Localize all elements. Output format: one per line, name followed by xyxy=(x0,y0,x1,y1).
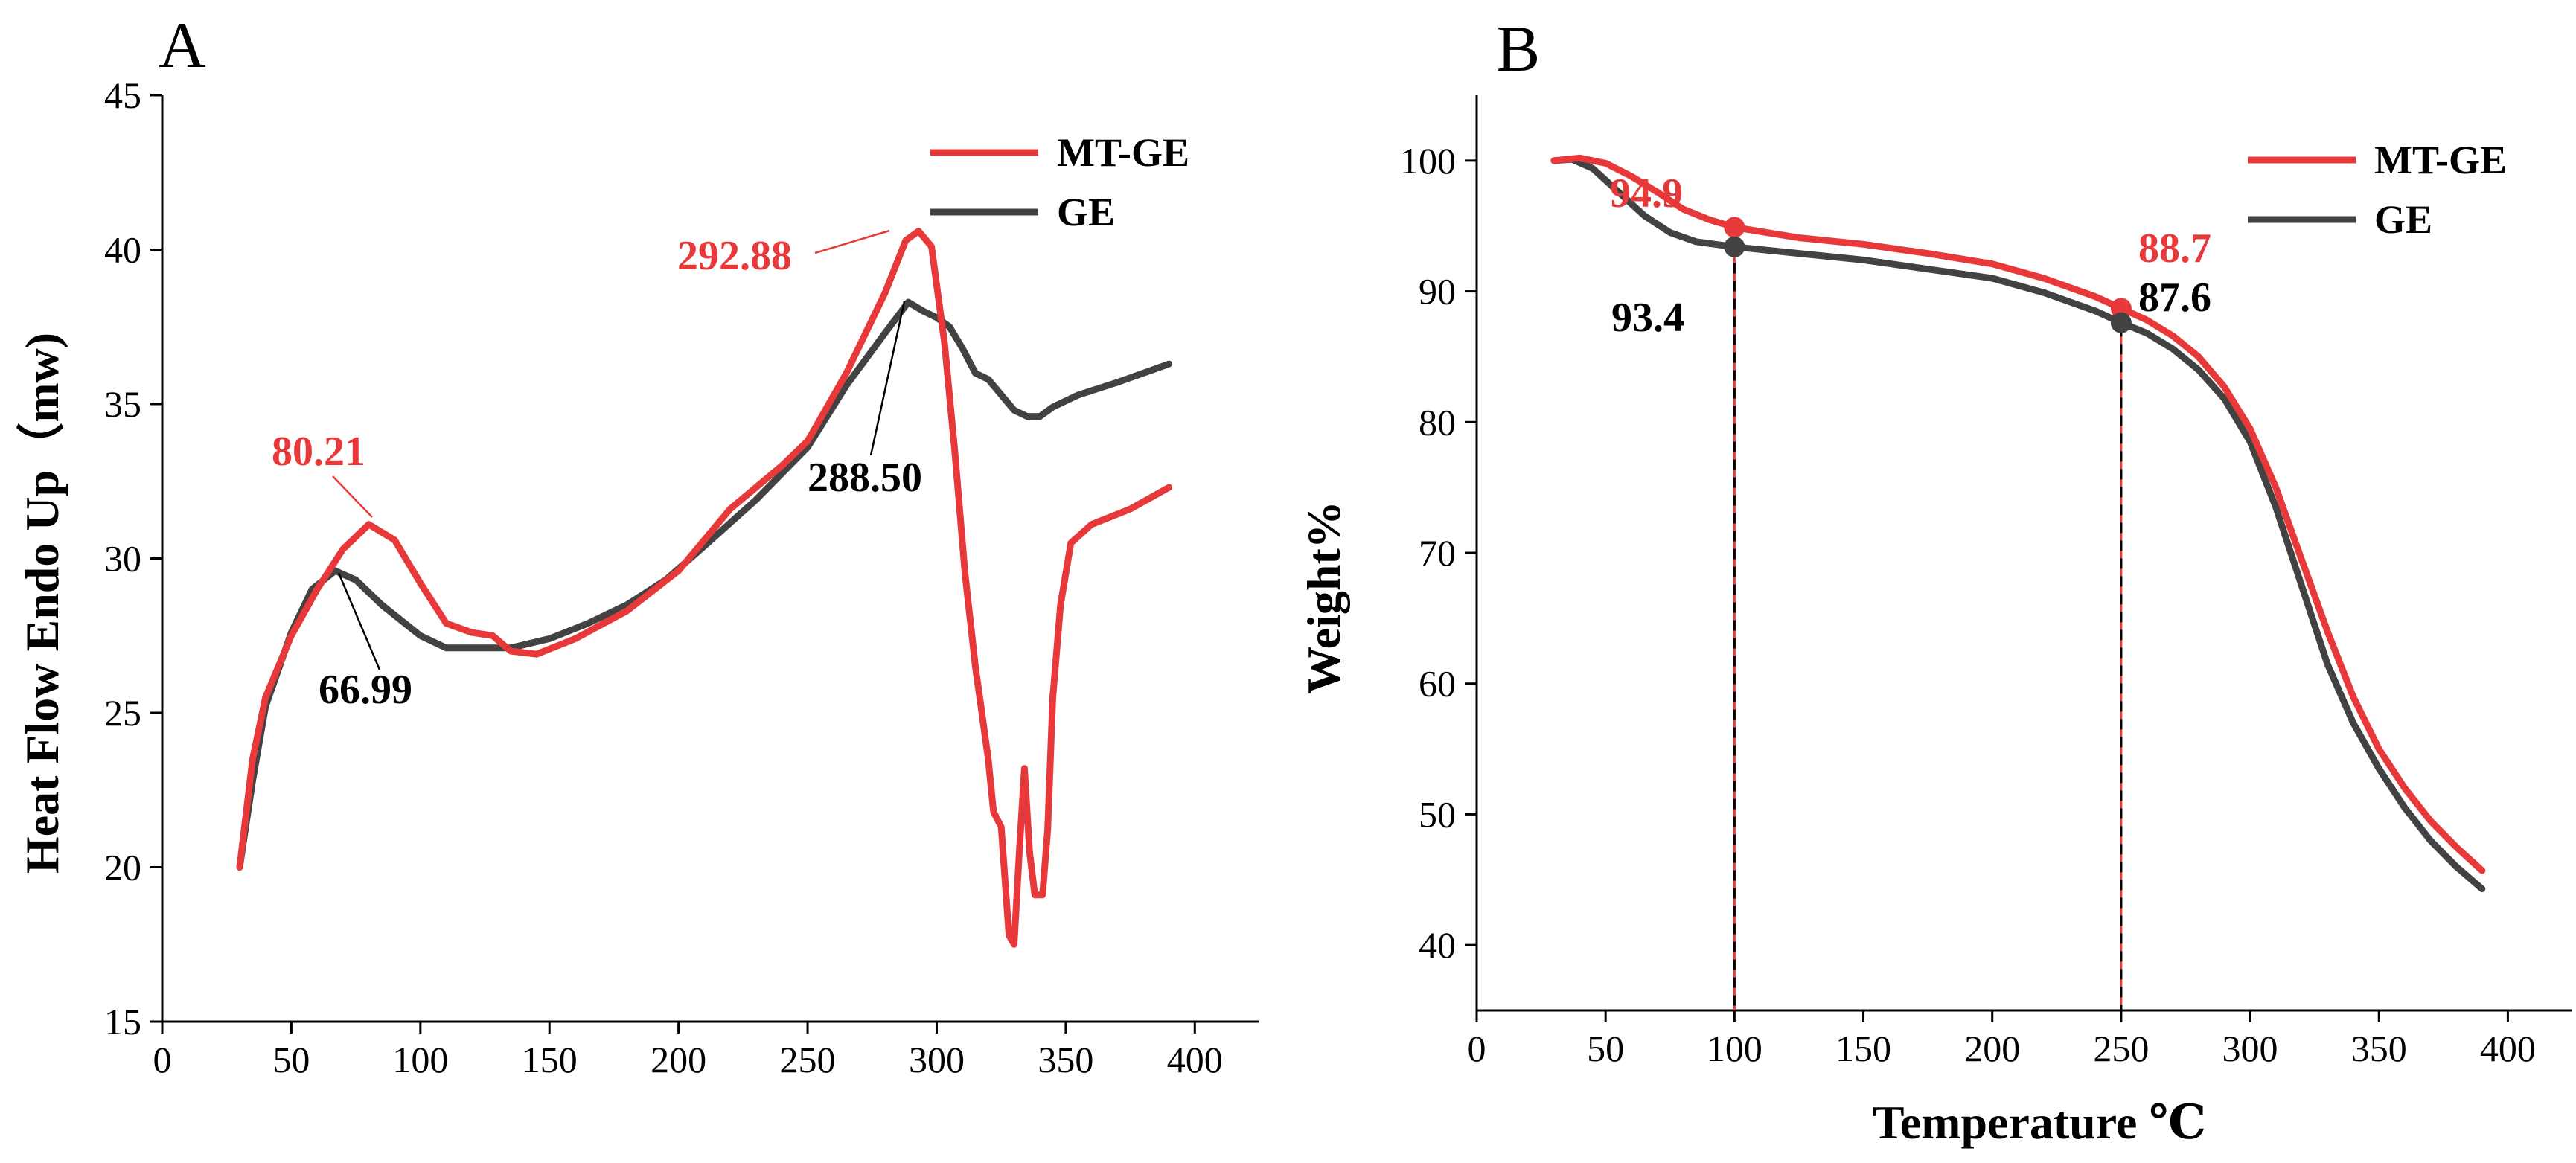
x-tick-label: 200 xyxy=(1964,1028,2020,1069)
x-tick-label: 200 xyxy=(651,1039,706,1080)
y-tick-label: 20 xyxy=(104,847,141,888)
panel-letter: B xyxy=(1497,13,1541,86)
y-tick-label: 40 xyxy=(104,229,141,271)
legend-label: MT-GE xyxy=(2374,138,2507,182)
annotation-label: 93.4 xyxy=(1611,295,1684,341)
data-point-marker xyxy=(1724,236,1745,257)
y-tick-label: 60 xyxy=(1419,663,1456,705)
y-axis-title: Weight% xyxy=(1297,501,1350,694)
data-point-marker xyxy=(2110,298,2132,319)
y-axis-title: Heat Flow Endo Up（mw) xyxy=(16,333,68,874)
x-tick-label: 0 xyxy=(153,1039,172,1080)
legend-label: GE xyxy=(1057,190,1115,234)
annotation-label: 94.9 xyxy=(1610,170,1683,217)
x-tick-label: 400 xyxy=(2480,1028,2536,1069)
x-axis-title: Temperature ℃ xyxy=(1873,1096,2206,1149)
panel-a: A 0 50 100 150 200 250 300 350 400 15 20 25 30 35 40 45 H… xyxy=(16,10,1259,1080)
x-tick-label: 150 xyxy=(1835,1028,1891,1069)
series-line-mt-ge xyxy=(1550,154,2486,874)
x-tick-label: 350 xyxy=(2351,1028,2407,1069)
x-tick-label: 300 xyxy=(909,1039,965,1080)
x-tick-label: 150 xyxy=(522,1039,578,1080)
annotation-label: 80.21 xyxy=(272,429,365,475)
y-tick-label: 90 xyxy=(1419,271,1456,313)
x-tick-label: 300 xyxy=(2222,1028,2278,1069)
x-tick-label: 400 xyxy=(1167,1039,1223,1080)
y-tick-label: 80 xyxy=(1419,401,1456,443)
panel-letter: A xyxy=(159,10,206,82)
x-tick-label: 250 xyxy=(780,1039,836,1080)
annotation-label: 292.88 xyxy=(677,233,792,279)
y-tick-label: 70 xyxy=(1419,532,1456,574)
x-tick-label: 100 xyxy=(1707,1028,1762,1069)
legend-label: MT-GE xyxy=(1057,130,1189,175)
x-tick-label: 350 xyxy=(1038,1039,1093,1080)
annotation-label: 87.6 xyxy=(2138,275,2211,321)
x-tick-label: 0 xyxy=(1468,1028,1486,1069)
y-tick-label: 35 xyxy=(104,383,141,425)
data-point-marker xyxy=(2110,312,2132,333)
annotation-leader xyxy=(869,301,906,456)
y-tick-label: 50 xyxy=(1419,793,1456,835)
x-tick-label: 50 xyxy=(272,1039,310,1080)
series-line-ge xyxy=(236,298,1173,871)
y-tick-label: 100 xyxy=(1400,140,1456,182)
series-line-mt-ge xyxy=(236,228,1173,948)
annotation-label: 66.99 xyxy=(319,667,412,713)
x-tick-label: 100 xyxy=(392,1039,448,1080)
annotation-label: 88.7 xyxy=(2138,225,2211,272)
y-tick-label: 15 xyxy=(104,1001,141,1042)
data-point-marker xyxy=(1724,217,1745,238)
y-tick-label: 40 xyxy=(1419,924,1456,966)
panel-b: B 0 50 100 150 200 250 300 350 400 40 50 60 70 80 90 100… xyxy=(1297,13,2572,1149)
annotation-leader xyxy=(814,229,890,254)
annotation-leader xyxy=(332,475,373,518)
legend-label: GE xyxy=(2374,197,2432,242)
y-tick-label: 30 xyxy=(104,538,141,580)
y-tick-label: 25 xyxy=(104,692,141,734)
x-tick-label: 250 xyxy=(2093,1028,2149,1069)
annotation-leader xyxy=(337,572,381,670)
annotation-label: 288.50 xyxy=(808,455,922,501)
x-tick-label: 50 xyxy=(1587,1028,1624,1069)
y-tick-label: 45 xyxy=(104,74,141,116)
